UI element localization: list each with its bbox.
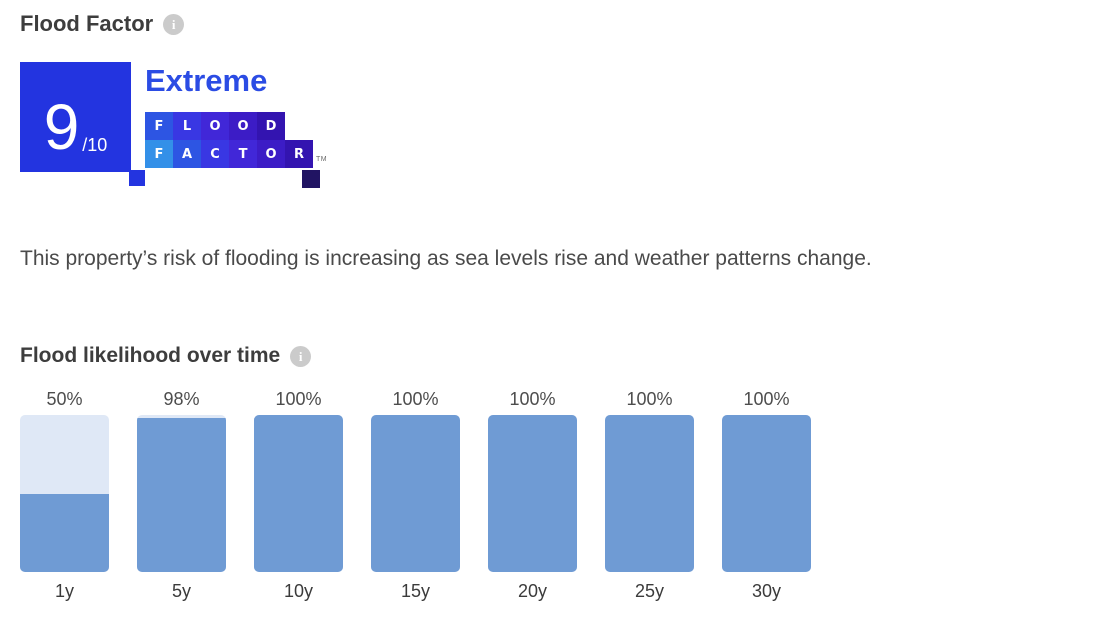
bar-value-label: 100%: [392, 389, 439, 409]
info-icon[interactable]: [290, 345, 312, 367]
chart-column: 100% 20y: [488, 388, 577, 602]
bar-fill: [488, 415, 577, 572]
logo-tile: O: [229, 112, 257, 140]
likelihood-bar: [254, 415, 343, 572]
bar-value-label: 100%: [275, 389, 322, 409]
flood-factor-badge: 9 /10 Extreme F L O O D F A C T O: [20, 62, 345, 188]
bar-tick-label: 20y: [517, 581, 548, 601]
bar-fill: [20, 493, 109, 572]
bar-value-label: 98%: [163, 389, 200, 409]
chart-column: 100% 25y: [605, 388, 694, 602]
flood-factor-header: Flood Factor: [20, 11, 185, 37]
logo-tile: R: [285, 140, 313, 168]
chart-column: 100% 30y: [722, 388, 811, 602]
bar-fill: [722, 415, 811, 572]
logo-tile: F: [145, 112, 173, 140]
bar-tick-label: 5y: [171, 581, 191, 601]
logo-row-factor: F A C T O R: [145, 140, 345, 168]
flood-factor-heading: Flood Factor: [20, 11, 154, 36]
likelihood-bar: [605, 415, 694, 572]
flood-rating-block: Extreme F L O O D F A C T O R TM: [145, 62, 345, 188]
chart-heading: Flood likelihood over time: [20, 344, 281, 367]
chart-column: 100% 10y: [254, 388, 343, 602]
likelihood-bar: [20, 415, 109, 572]
bar-tick-label: 1y: [54, 581, 74, 601]
logo-tile: O: [201, 112, 229, 140]
logo-tile: T: [229, 140, 257, 168]
badge-corner-square: [129, 170, 145, 186]
chart-column: 98% 5y: [137, 388, 226, 602]
bar-fill: [371, 415, 460, 572]
flood-score-denominator: /10: [82, 135, 108, 155]
bar-value-label: 100%: [743, 389, 790, 409]
bar-tick-label: 10y: [283, 581, 314, 601]
logo-tile: L: [173, 112, 201, 140]
bar-tick-label: 25y: [634, 581, 665, 601]
logo-tile: A: [173, 140, 201, 168]
logo-tile: O: [257, 140, 285, 168]
flood-score-value: 9: [43, 91, 80, 163]
bar-fill: [137, 418, 226, 572]
bar-value-label: 50%: [46, 389, 83, 409]
bar-fill: [605, 415, 694, 572]
logo-corner-square: [302, 170, 320, 188]
flood-likelihood-chart: 50% 1y 98% 5y 100% 10y 100% 15y: [20, 388, 811, 602]
trademark-label: TM: [316, 156, 328, 163]
bar-tick-label: 15y: [400, 581, 431, 601]
chart-header: Flood likelihood over time: [20, 344, 312, 368]
logo-row-flood: F L O O D: [145, 112, 345, 140]
bar-value-label: 100%: [509, 389, 556, 409]
likelihood-bar: [371, 415, 460, 572]
likelihood-bar: [137, 415, 226, 572]
bar-tick-label: 30y: [751, 581, 782, 601]
chart-column: 100% 15y: [371, 388, 460, 602]
info-icon[interactable]: [163, 13, 185, 35]
flood-rating-label: Extreme: [145, 63, 268, 98]
flood-risk-description: This property’s risk of flooding is incr…: [20, 247, 872, 270]
logo-tile: C: [201, 140, 229, 168]
likelihood-bar: [722, 415, 811, 572]
flood-factor-logo: F L O O D F A C T O R TM: [145, 112, 345, 188]
likelihood-bar: [488, 415, 577, 572]
chart-column: 50% 1y: [20, 388, 109, 602]
bar-value-label: 100%: [626, 389, 673, 409]
flood-score-box: 9 /10: [20, 62, 145, 186]
bar-fill: [254, 415, 343, 572]
logo-tile: F: [145, 140, 173, 168]
logo-tile: D: [257, 112, 285, 140]
